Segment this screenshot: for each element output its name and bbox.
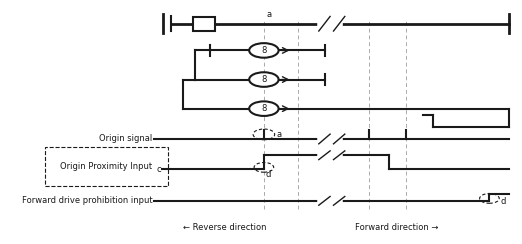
- FancyBboxPatch shape: [193, 17, 215, 31]
- Text: 8: 8: [261, 46, 267, 55]
- Circle shape: [249, 101, 279, 116]
- Text: 8: 8: [261, 75, 267, 84]
- Text: d: d: [500, 197, 506, 206]
- Text: Forward direction →: Forward direction →: [354, 224, 438, 232]
- Text: Forward drive prohibition input: Forward drive prohibition input: [22, 196, 152, 205]
- Text: a: a: [276, 130, 281, 139]
- Text: Origin Proximity Input: Origin Proximity Input: [61, 163, 152, 171]
- Text: 8: 8: [261, 104, 267, 113]
- Text: a: a: [266, 10, 271, 19]
- Circle shape: [249, 72, 279, 87]
- Text: ← Reverse direction: ← Reverse direction: [183, 224, 266, 232]
- Text: c: c: [157, 165, 161, 174]
- Text: Origin signal: Origin signal: [99, 134, 152, 143]
- Circle shape: [249, 43, 279, 58]
- Text: d: d: [266, 170, 271, 179]
